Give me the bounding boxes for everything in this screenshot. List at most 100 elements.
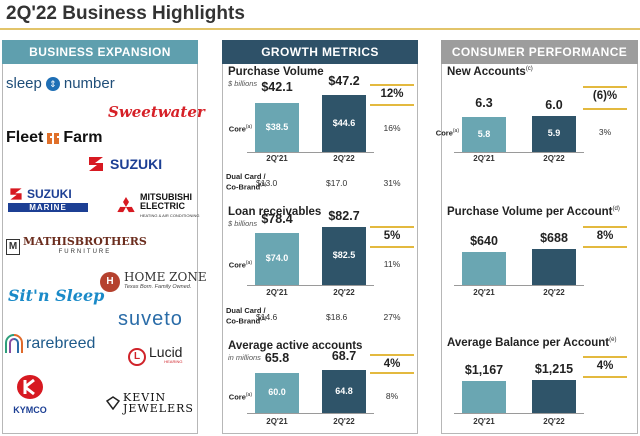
home-zone-logo: H HOME ZONE Texas Born. Family Owned. — [100, 270, 207, 292]
suzuki-marine-logo: SUZUKI MARINE — [8, 186, 88, 212]
home-zone-word: HOME ZONE — [124, 270, 207, 284]
value-label: $78.4 — [261, 212, 293, 226]
value-label: $47.2 — [328, 74, 360, 88]
growth-bracket-top — [370, 226, 414, 228]
mitsubishi-word-a: MITSUBISHI — [140, 192, 193, 202]
bar-2Q'22 — [322, 227, 366, 285]
bar-2Q'21 — [255, 233, 299, 285]
dual-card-label-2: Co-Brand(b) — [226, 182, 267, 192]
kymco-word: KYMCO — [13, 405, 47, 415]
value-label: $688 — [540, 231, 568, 245]
growth-percent: (6)% — [592, 90, 618, 102]
dual-card-growth: 31% — [383, 178, 401, 188]
value-label: $82.7 — [328, 209, 360, 223]
chart-title: Average active accounts — [228, 340, 363, 352]
bar-2Q'21 — [462, 117, 506, 152]
home-zone-tagline: Texas Born. Family Owned. — [124, 284, 192, 290]
chart-axis — [454, 152, 584, 153]
bar-2Q'22 — [322, 370, 366, 413]
core-value-label: 5.9 — [547, 128, 561, 138]
sleep-number-logo: sleep ⇕ number — [6, 75, 115, 92]
suzuki-marine-s-icon — [10, 188, 22, 200]
kevin-word-b: JEWELERS — [123, 402, 194, 415]
category-label: 2Q'22 — [333, 154, 355, 163]
lucid-logo: L Lucid HEARING — [128, 345, 183, 367]
bar-2Q'22 — [532, 380, 576, 413]
value-label: 65.8 — [264, 351, 290, 365]
sweetwater-logo: Sweetwater — [108, 103, 205, 121]
consumer-performance-header: CONSUMER PERFORMANCE — [441, 40, 638, 64]
growth-percent: 4% — [383, 358, 401, 370]
bar-2Q'21 — [255, 373, 299, 413]
category-label: 2Q'21 — [473, 288, 495, 297]
category-label: 2Q'22 — [543, 417, 565, 426]
growth-percent: 4% — [596, 360, 614, 372]
core-label: Core(a) — [435, 128, 459, 138]
sleep-number-word-a: sleep — [6, 75, 42, 92]
growth-bracket-bottom — [583, 376, 627, 378]
chart-title: New Accounts(c) — [447, 66, 533, 78]
value-label: 6.0 — [545, 98, 563, 112]
value-label: $42.1 — [261, 80, 293, 94]
category-label: 2Q'22 — [333, 288, 355, 297]
growth-bracket-top — [370, 354, 414, 356]
rarebreed-fingerprint-icon — [5, 334, 23, 353]
core-value-label: 64.8 — [335, 385, 353, 396]
core-growth-percent: 11% — [383, 259, 401, 269]
bar-2Q'22 — [322, 95, 366, 152]
growth-bracket-bottom — [370, 372, 414, 374]
core-value-label: $82.5 — [332, 250, 356, 260]
chart-subtitle: $ billions — [228, 79, 258, 88]
growth-bracket-top — [583, 226, 627, 228]
rarebreed-logo: rarebreed — [4, 333, 95, 355]
chart-axis — [247, 152, 374, 153]
bar-2Q'22 — [532, 249, 576, 285]
dual-card-label-2: Co-Brand(b) — [226, 316, 267, 326]
growth-percent: 5% — [383, 230, 401, 242]
growth-percent: 12% — [380, 88, 404, 100]
value-label: $640 — [470, 234, 498, 248]
dual-card-value: $17.0 — [326, 178, 348, 188]
category-label: 2Q'22 — [543, 154, 565, 163]
bar-2Q'21 — [462, 381, 506, 413]
kymco-logo: KYMCO — [12, 374, 48, 415]
chart-title: Purchase Volume — [228, 66, 324, 78]
suzuki-word: SUZUKI — [110, 156, 163, 172]
value-label: $1,167 — [464, 363, 504, 377]
sleep-number-word-b: number — [63, 75, 115, 92]
fleet-farm-word-a: Fleet — [6, 129, 44, 146]
category-label: 2Q'22 — [333, 417, 355, 426]
growth-bracket-bottom — [583, 246, 627, 248]
mitsubishi-electric-logo: MITSUBISHI ELECTRIC HEATING & AIR CONDIT… — [115, 193, 200, 220]
core-value-label: $44.6 — [332, 117, 356, 128]
category-label: 2Q'21 — [473, 154, 495, 163]
growth-bracket-top — [583, 86, 627, 88]
suveto-logo: suveto — [118, 308, 183, 330]
value-label: $1,215 — [534, 362, 574, 376]
value-label: 68.7 — [331, 349, 357, 363]
growth-metrics-header: GROWTH METRICS — [222, 40, 418, 64]
suzuki-marine-subword: MARINE — [8, 203, 88, 212]
fleet-farm-word-b: Farm — [63, 129, 103, 146]
chart-axis — [454, 285, 584, 286]
title-divider — [0, 28, 640, 30]
fleet-farm-icon — [45, 130, 61, 146]
kymco-k-icon — [17, 375, 43, 399]
dual-card-growth: 27% — [383, 312, 401, 322]
sit-n-sleep-logo: Sit'n Sleep — [8, 286, 105, 305]
category-label: 2Q'22 — [543, 288, 565, 297]
growth-bracket-bottom — [370, 104, 414, 106]
category-label: 2Q'21 — [266, 154, 288, 163]
home-zone-h-icon: H — [100, 272, 120, 292]
dual-card-label: Dual Card / — [226, 306, 266, 315]
dual-card-value: $18.6 — [326, 312, 348, 322]
chart-subtitle: in millions — [228, 353, 261, 362]
growth-bracket-top — [583, 356, 627, 358]
mathis-brothers-logo: M MATHISBROTHERS FURNITURE — [6, 236, 147, 258]
chart-axis — [454, 413, 584, 414]
core-growth-percent: 3% — [598, 127, 612, 137]
suzuki-marine-word: SUZUKI — [27, 187, 72, 201]
kevin-diamond-icon — [106, 396, 120, 410]
page-title: 2Q'22 Business Highlights — [6, 3, 245, 24]
lucid-subword: HEARING — [164, 359, 183, 364]
